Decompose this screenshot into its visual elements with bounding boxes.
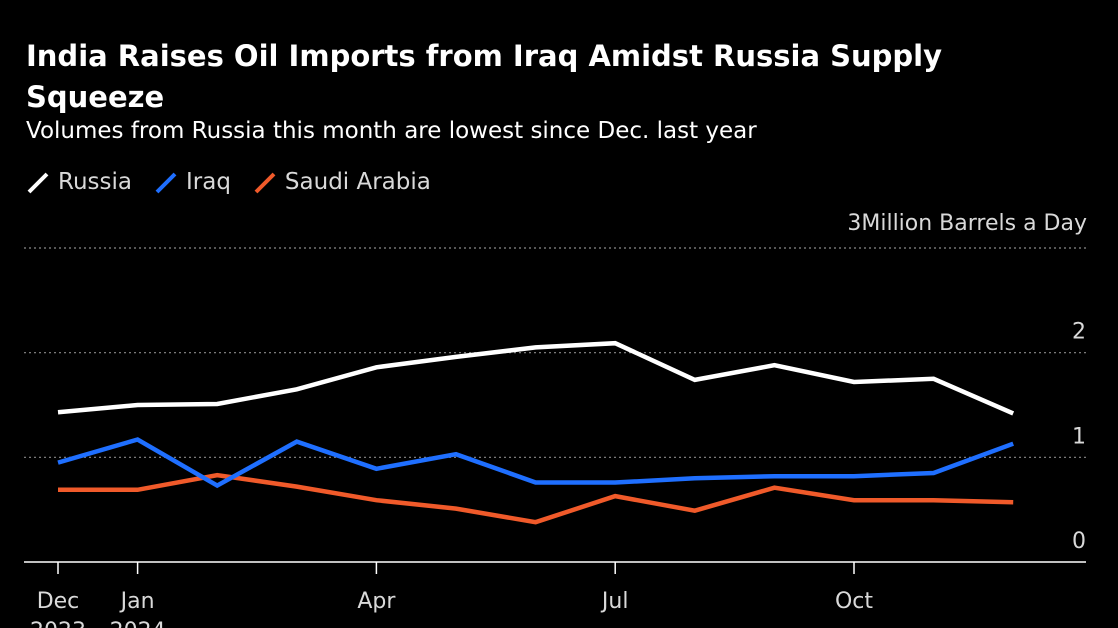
y-tick-label-2: 2 [1072, 320, 1086, 345]
gridlines [24, 247, 1086, 458]
y-unit-label: 3Million Barrels a Day [847, 211, 1087, 236]
legend-item-russia: Russia [26, 168, 132, 196]
legend-label-saudi-arabia: Saudi Arabia [284, 169, 431, 195]
x-tick-label-dec: Dec [37, 589, 80, 614]
legend-swatch-russia [27, 172, 49, 194]
x-tick-label-jul: Jul [600, 589, 629, 614]
legend: Russia Iraq Saudi Arabia [26, 166, 453, 198]
chart-subtitle: Volumes from Russia this month are lowes… [26, 118, 757, 144]
chart-title: India Raises Oil Imports from Iraq Amids… [26, 39, 943, 114]
series-line-iraq [57, 437, 1014, 489]
legend-item-saudi-arabia: Saudi Arabia [253, 168, 431, 196]
x-tick-label-oct: Oct [835, 589, 873, 614]
legend-item-iraq: Iraq [154, 168, 231, 196]
legend-label-iraq: Iraq [185, 169, 231, 195]
legend-swatch-iraq [155, 172, 177, 194]
x-tick-year-dec: 2023 [30, 619, 86, 628]
y-tick-labels: 0 1 2 [1072, 320, 1086, 554]
y-tick-label-1: 1 [1072, 424, 1086, 449]
series-line-saudi-arabia [58, 472, 1014, 525]
legend-swatch-russia-mark [27, 172, 49, 194]
legend-swatch-saudi-arabia [254, 172, 276, 194]
series-line-russia [57, 340, 1015, 416]
legend-swatch-saudi-arabia-mark [254, 172, 276, 194]
legend-swatch-iraq-mark [155, 172, 177, 194]
y-tick-label-0: 0 [1072, 529, 1086, 554]
x-tick-year-jan: 2024 [110, 619, 166, 628]
x-tick-label-apr: Apr [357, 589, 396, 614]
legend-label-russia: Russia [58, 169, 132, 195]
x-tick-label-jan: Jan [119, 589, 155, 614]
x-ticks: Dec 2023 Jan 2024 Apr Jul Oct [30, 562, 873, 628]
series-lines [57, 340, 1015, 525]
